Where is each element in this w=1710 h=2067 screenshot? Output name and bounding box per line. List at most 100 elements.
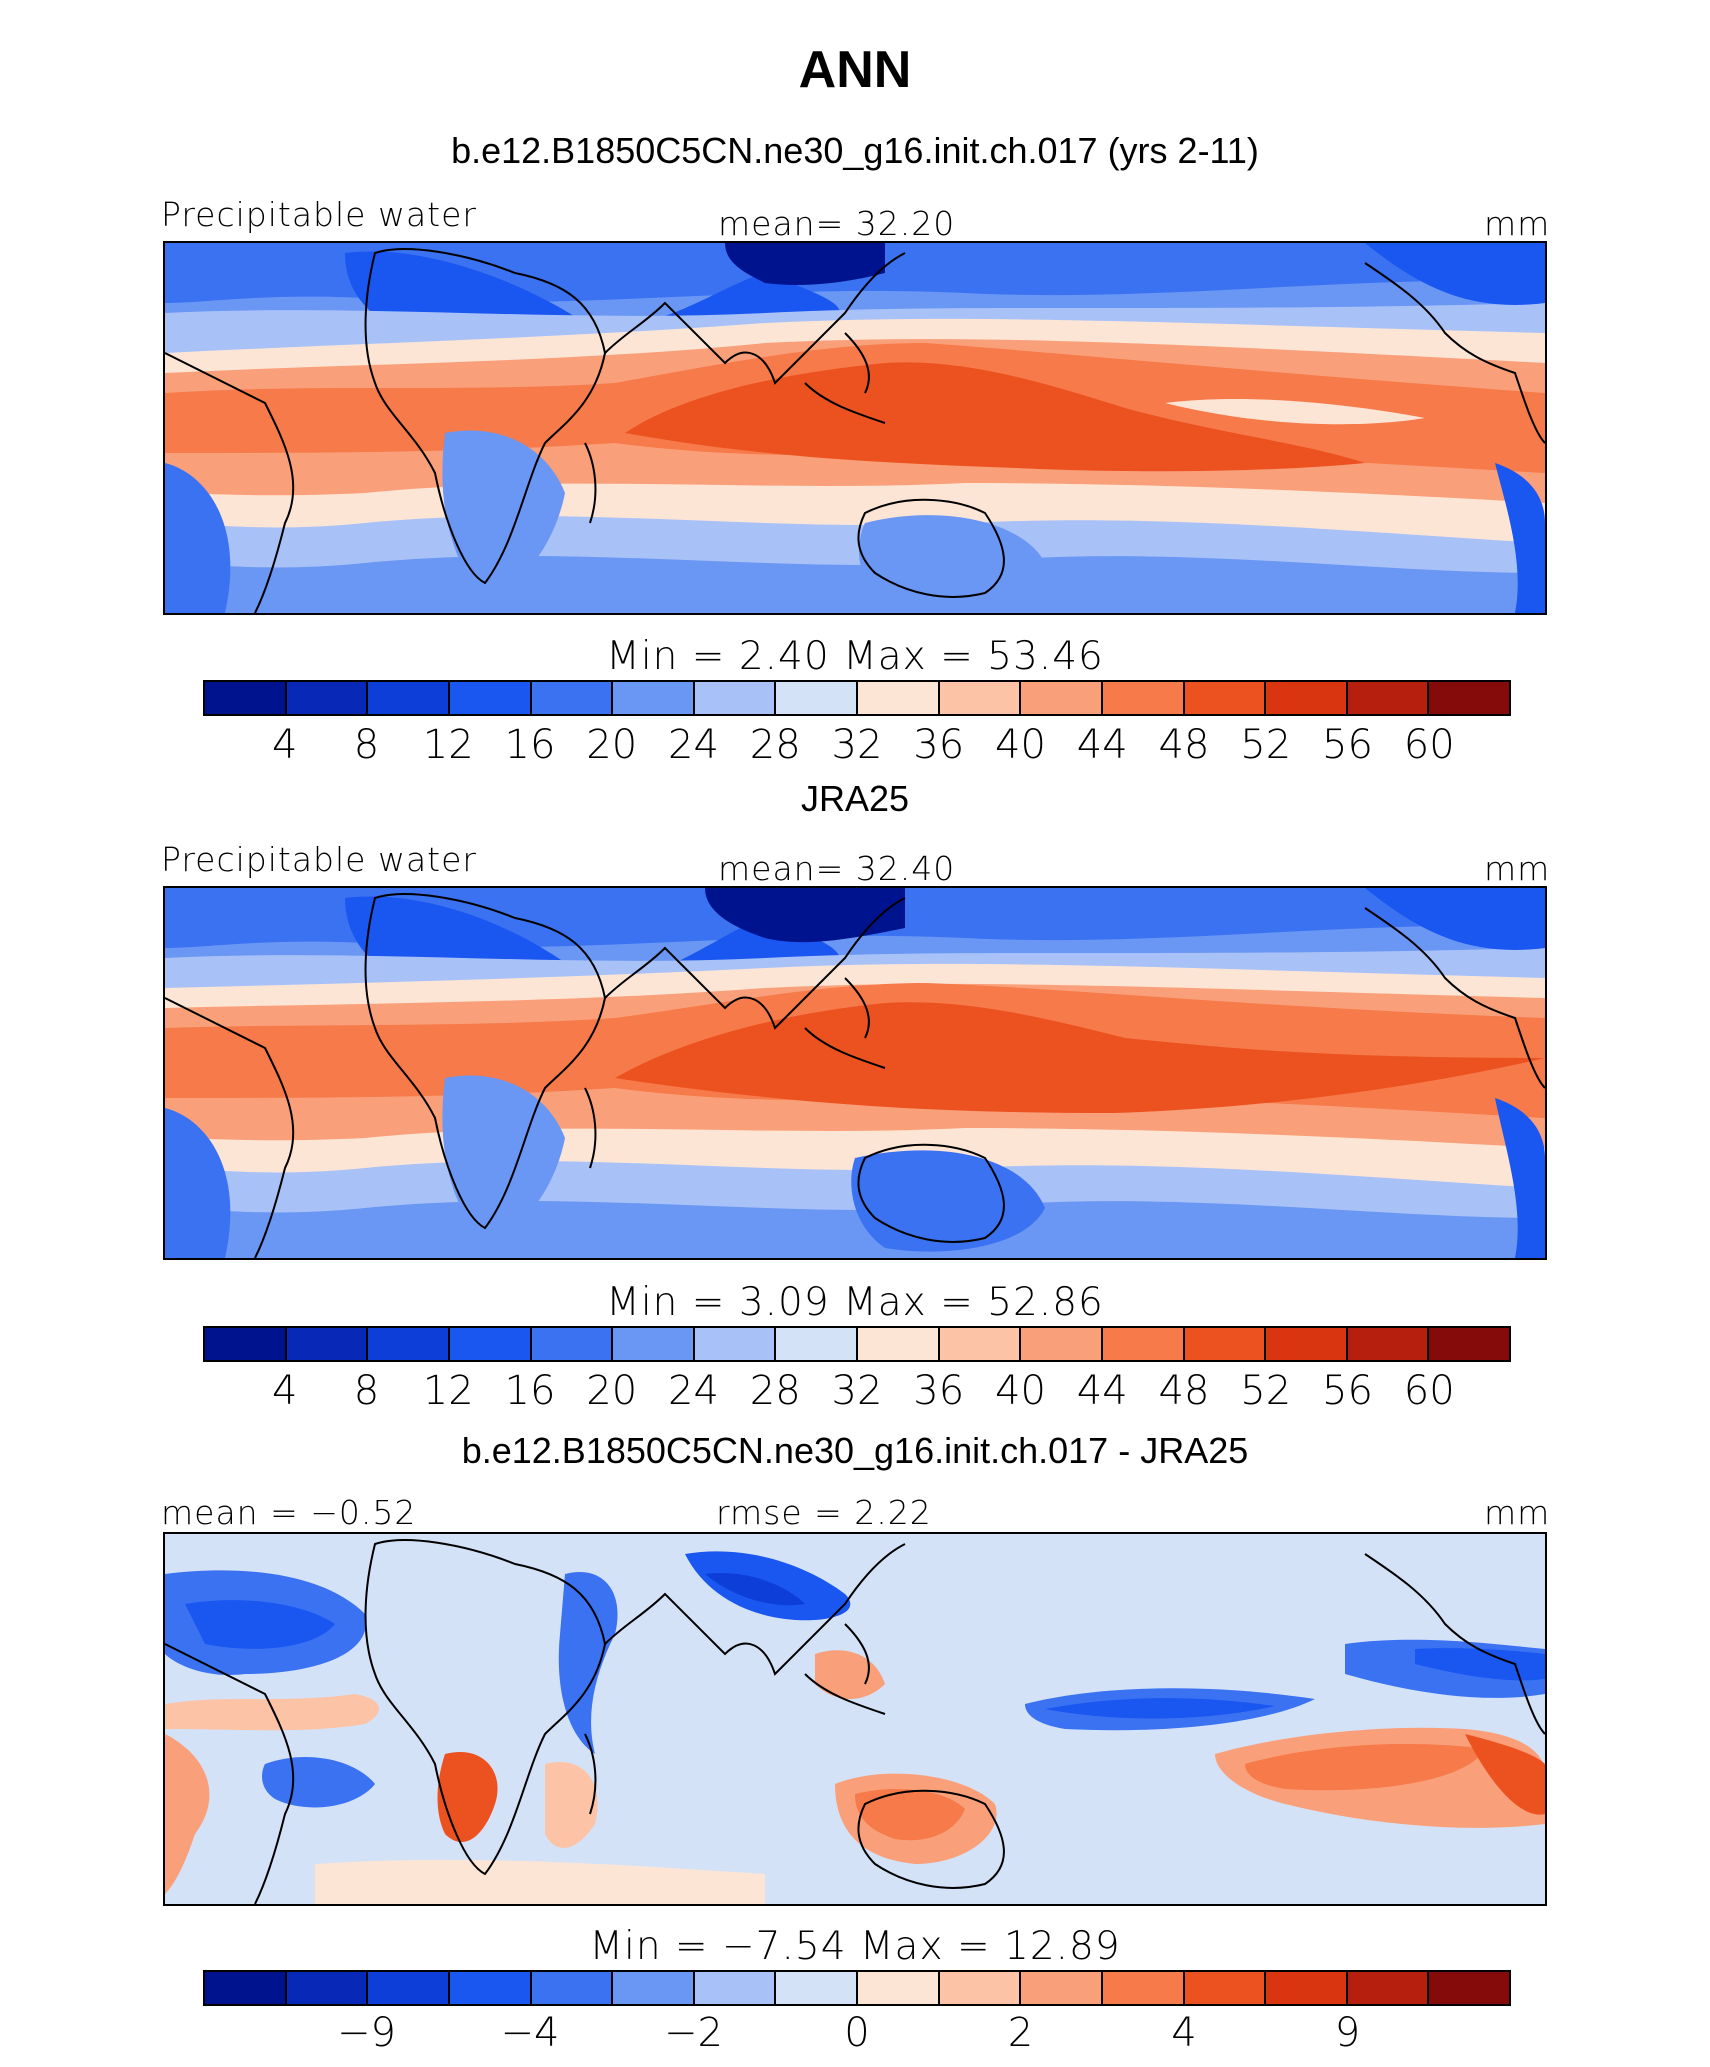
colorbar-swatch xyxy=(1184,1328,1267,1360)
colorbar-swatch xyxy=(1021,682,1103,714)
colorbar-tick-label: 56 xyxy=(1322,1368,1373,1414)
colorbar-swatch xyxy=(776,1972,858,2004)
colorbar-swatch xyxy=(1429,1328,1509,1360)
colorbar-tick-label: −4 xyxy=(500,2010,560,2056)
colorbar-swatch xyxy=(939,1972,1022,2004)
colorbar-tick-label: 28 xyxy=(749,722,801,768)
figure-title: ANN xyxy=(798,41,912,99)
panel-1-units: mm xyxy=(1484,204,1551,243)
colorbar-swatch xyxy=(776,682,858,714)
colorbar-tick-label: 28 xyxy=(749,1368,801,1414)
colorbar-tick-label: 52 xyxy=(1240,1368,1292,1414)
panel-2-mean-label: mean= 32.40 xyxy=(718,849,956,888)
panel-1-left-label: Precipitable water xyxy=(161,195,477,234)
colorbar-swatch xyxy=(1347,1328,1430,1360)
colorbar-tick-label: 32 xyxy=(831,722,883,768)
panel-3-title: b.e12.B1850C5CN.ne30_g16.init.ch.017 - J… xyxy=(461,1430,1249,1471)
colorbar-swatch xyxy=(1429,1972,1509,2004)
panel-3-rmse-label: rmse = 2.22 xyxy=(716,1493,932,1532)
panel-3-mean-label: mean = −0.52 xyxy=(161,1493,417,1532)
colorbar-tick-label: 0 xyxy=(844,2010,870,2056)
colorbar-tick-label: 60 xyxy=(1403,722,1455,768)
panel-1-minmax: Min = 2.40 Max = 53.46 xyxy=(606,634,1104,679)
colorbar-swatch xyxy=(858,1972,940,2004)
colorbar-tick-label: 20 xyxy=(586,1368,638,1414)
colorbar-tick-label: 52 xyxy=(1240,722,1292,768)
colorbar-tick-label: 4 xyxy=(272,1368,298,1414)
colorbar-tick-label: 44 xyxy=(1076,722,1128,768)
colorbar-tick-label: 2 xyxy=(1007,2010,1034,2056)
colorbar-swatch xyxy=(1102,682,1185,714)
colorbar-tick-label: 32 xyxy=(831,1368,883,1414)
colorbar-swatch xyxy=(1021,1972,1103,2004)
panel-2-left-label: Precipitable water xyxy=(161,840,477,879)
colorbar-tick-label: 16 xyxy=(504,1368,556,1414)
colorbar-swatch xyxy=(1021,1328,1103,1360)
colorbar-swatch xyxy=(613,1328,695,1360)
colorbar-swatch xyxy=(531,682,614,714)
colorbar-swatch xyxy=(205,1972,287,2004)
colorbar-swatch xyxy=(1184,682,1267,714)
colorbar-tick-label: 8 xyxy=(353,1368,380,1414)
panel-3-map-field xyxy=(165,1534,1545,1904)
colorbar-swatch xyxy=(205,682,287,714)
colorbar-swatch xyxy=(694,682,777,714)
colorbar-tick-label: 9 xyxy=(1334,2010,1361,2056)
colorbar-swatch xyxy=(1102,1328,1185,1360)
panel-1-title: b.e12.B1850C5CN.ne30_g16.init.ch.017 (yr… xyxy=(451,130,1259,171)
panel-1-colorbar xyxy=(203,680,1511,716)
colorbar-swatch xyxy=(449,682,532,714)
colorbar-swatch xyxy=(613,1972,695,2004)
panel-3-minmax: Min = −7.54 Max = 12.89 xyxy=(589,1924,1121,1969)
panel-1-map-field xyxy=(165,243,1545,613)
panel-3-map xyxy=(163,1532,1547,1906)
colorbar-tick-label: 4 xyxy=(1171,2010,1197,2056)
colorbar-tick-label: −2 xyxy=(664,2010,723,2056)
colorbar-tick-label: 36 xyxy=(913,1368,965,1414)
colorbar-swatch xyxy=(1429,682,1509,714)
panel-2-colorbar xyxy=(203,1326,1511,1362)
panel-3-units: mm xyxy=(1484,1493,1551,1532)
colorbar-tick-label: 24 xyxy=(668,1368,719,1414)
colorbar-swatch xyxy=(1266,1328,1348,1360)
colorbar-swatch xyxy=(858,1328,940,1360)
colorbar-swatch xyxy=(1184,1972,1267,2004)
colorbar-swatch xyxy=(286,682,369,714)
colorbar-swatch xyxy=(205,1328,287,1360)
colorbar-swatch xyxy=(368,1328,450,1360)
colorbar-tick-label: 48 xyxy=(1158,1368,1210,1414)
colorbar-swatch xyxy=(449,1972,532,2004)
colorbar-swatch xyxy=(613,682,695,714)
panel-1-mean-label: mean= 32.20 xyxy=(718,204,956,243)
colorbar-swatch xyxy=(694,1972,777,2004)
colorbar-tick-label: 44 xyxy=(1076,1368,1128,1414)
colorbar-tick-label: 48 xyxy=(1158,722,1210,768)
panel-2-units: mm xyxy=(1484,849,1551,888)
colorbar-swatch xyxy=(939,682,1022,714)
colorbar-swatch xyxy=(368,1972,450,2004)
panel-2-title: JRA25 xyxy=(800,778,910,819)
panel-1-map xyxy=(163,241,1547,615)
colorbar-swatch xyxy=(1347,682,1430,714)
colorbar-swatch xyxy=(776,1328,858,1360)
colorbar-swatch xyxy=(1266,1972,1348,2004)
colorbar-swatch xyxy=(531,1328,614,1360)
colorbar-swatch xyxy=(449,1328,532,1360)
colorbar-tick-label: 16 xyxy=(504,722,556,768)
colorbar-swatch xyxy=(939,1328,1022,1360)
colorbar-tick-label: 12 xyxy=(422,1368,474,1414)
colorbar-tick-label: 40 xyxy=(995,1368,1046,1414)
colorbar-tick-label: −9 xyxy=(337,2010,396,2056)
colorbar-tick-label: 12 xyxy=(422,722,474,768)
colorbar-swatch xyxy=(1266,682,1348,714)
colorbar-swatch xyxy=(858,682,940,714)
colorbar-tick-label: 24 xyxy=(668,722,719,768)
panel-2-map xyxy=(163,886,1547,1260)
colorbar-swatch xyxy=(286,1328,369,1360)
colorbar-swatch xyxy=(531,1972,614,2004)
colorbar-tick-label: 60 xyxy=(1403,1368,1455,1414)
colorbar-swatch xyxy=(286,1972,369,2004)
colorbar-tick-label: 8 xyxy=(353,722,380,768)
colorbar-tick-label: 40 xyxy=(995,722,1046,768)
colorbar-tick-label: 20 xyxy=(586,722,638,768)
